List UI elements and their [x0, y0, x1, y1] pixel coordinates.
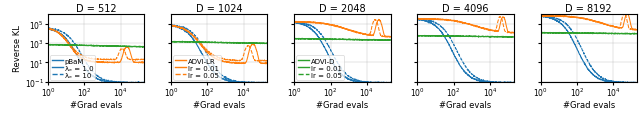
- Title: D = 2048: D = 2048: [319, 4, 365, 14]
- Legend: ADVI-D, lr = 0.01, lr = 0.05: ADVI-D, lr = 0.01, lr = 0.05: [296, 56, 344, 80]
- X-axis label: #Grad evals: #Grad evals: [193, 100, 245, 109]
- Legend: pBaM, λₑ = 1.0, λₑ = 10: pBaM, λₑ = 1.0, λₑ = 10: [50, 56, 95, 80]
- X-axis label: #Grad evals: #Grad evals: [316, 100, 369, 109]
- Title: D = 4096: D = 4096: [442, 4, 489, 14]
- Legend: ADVI-LR, lr = 0.01, lr = 0.05: ADVI-LR, lr = 0.01, lr = 0.05: [173, 56, 221, 80]
- X-axis label: #Grad evals: #Grad evals: [440, 100, 492, 109]
- Title: D = 8192: D = 8192: [565, 4, 612, 14]
- X-axis label: #Grad evals: #Grad evals: [563, 100, 615, 109]
- X-axis label: #Grad evals: #Grad evals: [70, 100, 122, 109]
- Title: D = 1024: D = 1024: [196, 4, 243, 14]
- Title: D = 512: D = 512: [76, 4, 116, 14]
- Y-axis label: Reverse KL: Reverse KL: [13, 25, 22, 72]
